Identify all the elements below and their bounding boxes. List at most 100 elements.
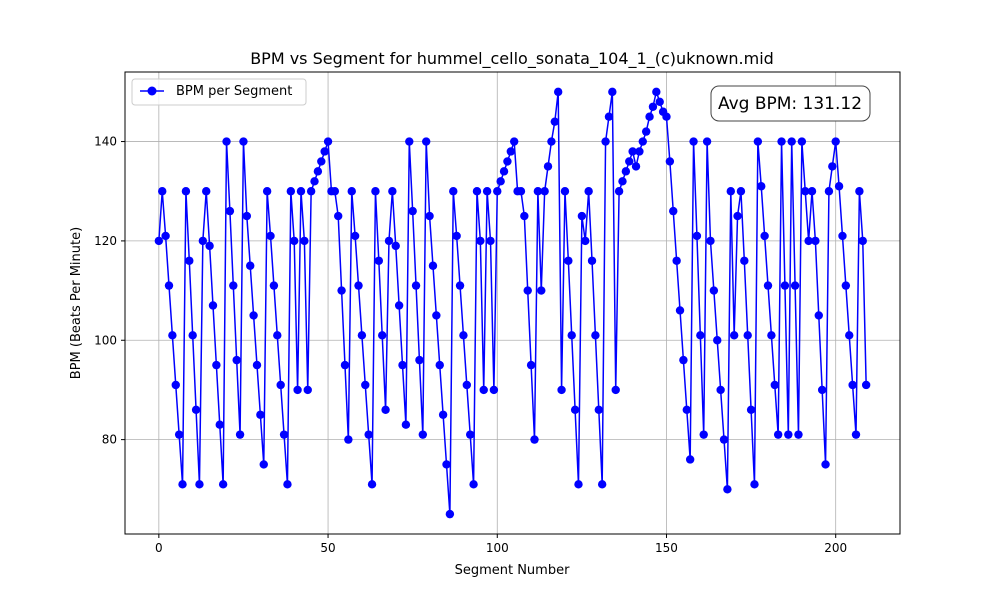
data-point: [259, 460, 268, 469]
chart-title: BPM vs Segment for hummel_cello_sonata_1…: [250, 49, 774, 69]
data-point: [418, 430, 428, 439]
data-point: [564, 256, 573, 265]
data-point: [672, 256, 681, 265]
data-point: [547, 137, 556, 146]
data-point: [777, 137, 786, 146]
data-point: [161, 231, 170, 241]
data-point: [797, 137, 807, 146]
data-point: [310, 177, 319, 186]
y-tick-label: 120: [94, 234, 117, 248]
data-point: [760, 231, 769, 241]
data-point: [533, 187, 543, 196]
data-point: [466, 430, 475, 439]
data-point: [262, 187, 272, 196]
data-point: [601, 137, 610, 146]
data-point: [702, 137, 712, 146]
data-point: [256, 410, 265, 419]
data-point: [246, 261, 255, 270]
data-point: [594, 405, 603, 415]
data-point: [801, 187, 810, 196]
data-point: [577, 211, 587, 221]
data-point: [164, 281, 174, 290]
data-point: [296, 187, 306, 196]
data-point: [493, 187, 502, 196]
data-point: [462, 380, 472, 390]
data-point: [195, 480, 204, 489]
data-point: [168, 331, 177, 340]
data-point: [347, 187, 356, 196]
data-point: [696, 331, 705, 340]
data-point: [733, 211, 742, 221]
data-point: [794, 430, 803, 439]
x-tick-label: 150: [655, 541, 678, 555]
data-point: [252, 360, 262, 370]
data-point: [313, 167, 323, 176]
data-point: [736, 187, 746, 196]
data-point: [235, 430, 245, 439]
data-point: [550, 117, 559, 126]
data-point: [652, 87, 661, 97]
data-point: [425, 211, 434, 221]
data-point: [323, 137, 333, 146]
data-point: [828, 162, 837, 171]
data-point: [638, 137, 647, 146]
data-point: [787, 137, 796, 146]
data-point: [452, 231, 461, 241]
data-point: [804, 236, 813, 246]
data-point: [641, 127, 651, 136]
data-point: [469, 480, 478, 489]
data-point: [699, 430, 708, 439]
data-point: [499, 167, 509, 176]
data-point: [330, 187, 340, 196]
data-point: [567, 331, 576, 340]
data-point: [824, 187, 834, 196]
data-point: [543, 162, 553, 171]
legend-marker-swatch: [147, 86, 157, 96]
legend-label: BPM per Segment: [176, 84, 292, 99]
x-axis-label: Segment Number: [455, 563, 571, 578]
data-point: [729, 331, 739, 340]
data-point: [743, 331, 752, 340]
plot-frame: [124, 71, 901, 535]
data-point: [276, 380, 285, 390]
data-point: [706, 236, 715, 246]
annotation-text: Avg BPM: 131.12: [718, 94, 862, 114]
data-point: [753, 137, 763, 146]
data-point: [279, 430, 289, 439]
data-point: [445, 509, 455, 519]
data-point: [665, 157, 675, 166]
annotation-box: [710, 85, 871, 122]
data-point: [239, 137, 248, 146]
data-point: [496, 177, 505, 186]
data-point: [821, 460, 830, 469]
data-point: [303, 385, 312, 395]
legend: BPM per Segment: [131, 78, 307, 106]
data-point: [750, 480, 759, 489]
data-point: [364, 430, 373, 439]
data-point: [171, 380, 180, 390]
data-point: [178, 480, 187, 489]
data-point: [537, 286, 546, 295]
data-point: [388, 187, 397, 196]
data-point: [648, 102, 658, 111]
data-point: [851, 430, 861, 439]
data-point: [669, 206, 678, 216]
data-point: [367, 480, 377, 489]
data-point: [408, 206, 417, 216]
data-point: [557, 385, 566, 395]
data-point: [154, 236, 164, 246]
data-point: [286, 187, 296, 196]
y-tick-label: 80: [102, 433, 117, 447]
x-tick-label: 50: [320, 541, 335, 555]
data-point: [740, 256, 749, 265]
data-point: [767, 331, 776, 340]
data-point: [858, 236, 867, 246]
data-point: [374, 256, 384, 265]
data-point: [570, 405, 580, 415]
data-point: [273, 331, 282, 340]
data-point: [709, 286, 719, 295]
data-point: [472, 187, 482, 196]
data-point: [855, 187, 864, 196]
data-point: [215, 420, 224, 429]
